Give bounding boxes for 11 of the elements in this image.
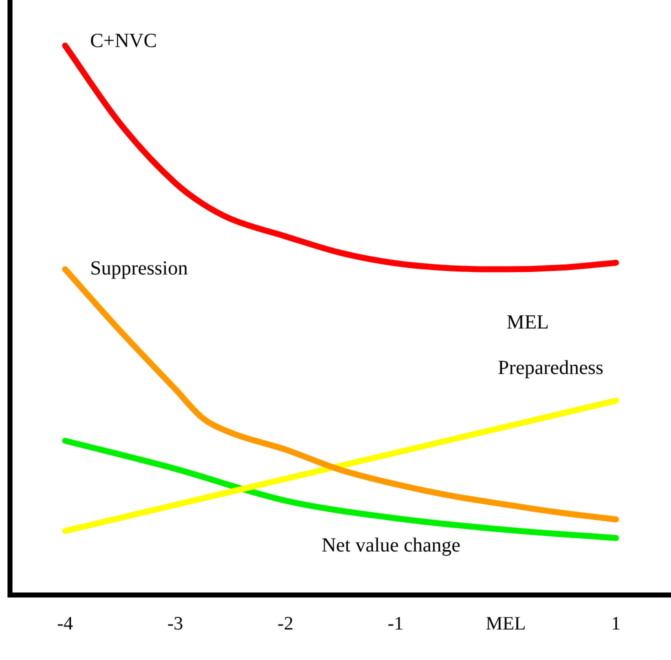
x-tick-label: -4 [57, 614, 74, 635]
x-tick-label: 1 [611, 614, 621, 635]
x-tick-label: -3 [167, 614, 184, 635]
x-tick-label: -2 [278, 614, 294, 635]
x-tick-label: -1 [388, 614, 404, 635]
annotation: MEL [506, 311, 549, 334]
series-label: C+NVC [90, 30, 157, 52]
series-label: Net value change [322, 534, 461, 557]
x-tick-label: MEL [486, 614, 526, 635]
series-label: Preparedness [498, 356, 604, 379]
series-label: Suppression [90, 258, 188, 280]
